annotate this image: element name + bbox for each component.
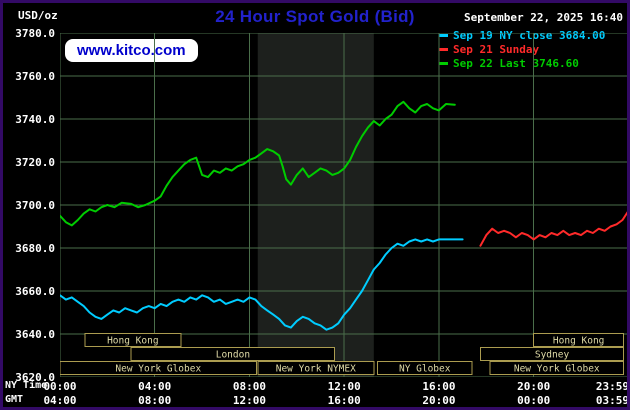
x-tick-label: 08:00 [138, 394, 172, 407]
x-tick-label: 12:00 [232, 394, 267, 407]
legend-swatch-icon [439, 34, 448, 37]
y-tick-label: 3720.0 [15, 156, 55, 169]
legend: Sep 19 NY close 3684.00 Sep 21 Sunday Sep … [439, 29, 606, 70]
market-session-box [533, 333, 625, 347]
x-axis-row-label: GMT [5, 394, 24, 405]
market-session-label: New York Globex [115, 364, 201, 375]
y-axis-units-label: USD/oz [18, 9, 58, 22]
y-tick-label: 3640.0 [15, 328, 55, 341]
x-tick-label: 20:00 [422, 394, 456, 407]
market-session-label: NY Globex [399, 364, 451, 375]
market-session-label: New York Globex [514, 364, 600, 375]
x-tick-label: 20:00 [517, 380, 551, 393]
market-session-box [479, 347, 625, 361]
y-tick-label: 3660.0 [15, 285, 55, 298]
legend-swatch-icon [439, 62, 448, 65]
x-tick-label: 00:00 [517, 394, 551, 407]
y-tick-label: 3700.0 [15, 199, 55, 212]
y-tick-label: 3740.0 [15, 113, 55, 126]
market-session-label: London [216, 350, 250, 361]
kitco-watermark-link[interactable]: www.kitco.com [65, 39, 198, 62]
legend-label: Sep 21 Sunday [453, 43, 540, 56]
market-session-box [257, 361, 375, 375]
market-session-label: Sydney [535, 350, 570, 361]
legend-label: Sep 22 Last 3746.60 [453, 57, 579, 70]
series-sep21-line [479, 211, 627, 247]
x-tick-label: 16:00 [422, 380, 456, 393]
legend-swatch-icon [439, 48, 448, 51]
market-session-box [130, 347, 336, 361]
y-tick-label: 3780.0 [15, 27, 55, 40]
legend-item: Sep 22 Last 3746.60 [439, 57, 605, 70]
series-sep19-line [60, 238, 464, 331]
y-tick-label: 3760.0 [15, 70, 55, 83]
market-session-label: Hong Kong [553, 336, 604, 347]
price-chart-plot: Hong Kong Hong Kong London Sydney New York G… [60, 33, 627, 377]
x-tick-label: 23:59 [595, 380, 629, 393]
x-axis-row-label: NY Time [5, 380, 48, 391]
legend-item: Sep 21 Sunday [439, 43, 605, 56]
y-tick-label: 3680.0 [15, 242, 55, 255]
datetime-label: September 22, 2025 16:40 [464, 11, 623, 24]
x-tick-label: 00:00 [43, 380, 77, 393]
x-tick-label: 04:00 [43, 394, 77, 407]
x-tick-label: 03:59 [595, 394, 629, 407]
market-session-box [60, 361, 258, 375]
x-tick-label: 04:00 [138, 380, 172, 393]
market-session-label: Hong Kong [107, 336, 158, 347]
x-tick-label: 08:00 [232, 380, 267, 393]
market-session-box [376, 361, 473, 375]
market-session-box [84, 333, 182, 347]
x-tick-label: 12:00 [327, 380, 361, 393]
chart-title: 24 Hour Spot Gold (Bid) [215, 7, 415, 26]
legend-item: Sep 19 NY close 3684.00 [439, 29, 606, 42]
market-session-label: New York NYMEX [276, 364, 356, 375]
market-session-box [489, 361, 625, 375]
x-tick-label: 16:00 [327, 394, 361, 407]
series-sep22-line [60, 100, 456, 227]
y-tick-label: 3620.0 [15, 371, 55, 384]
legend-label: Sep 19 NY close 3684.00 [453, 29, 606, 42]
